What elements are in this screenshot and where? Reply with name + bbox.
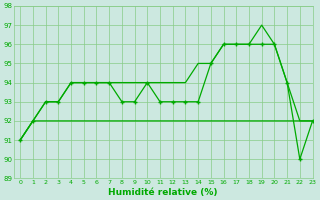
- X-axis label: Humidité relative (%): Humidité relative (%): [108, 188, 218, 197]
